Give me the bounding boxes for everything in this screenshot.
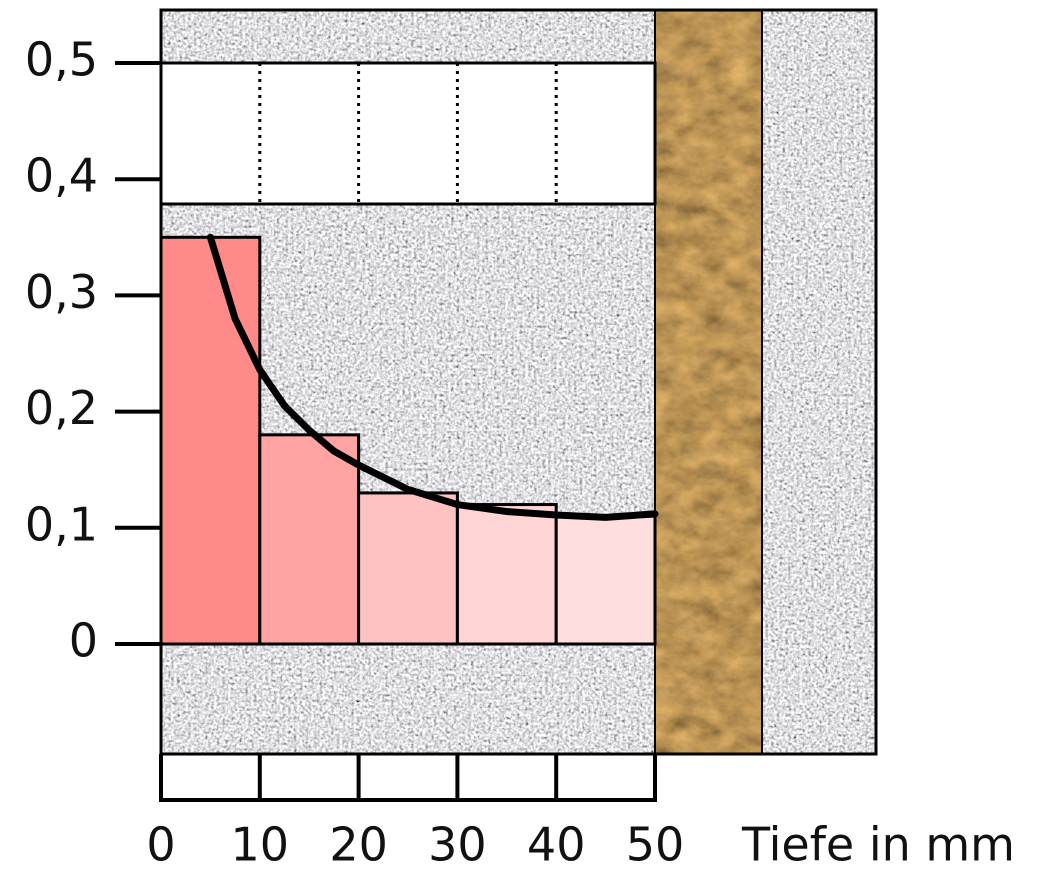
bar [159,235,262,646]
bar [357,491,459,646]
x-tick-label: 20 [329,818,388,870]
x-axis-label: Tiefe in mm [741,818,1015,870]
white-box [159,61,657,206]
bar [455,503,558,646]
y-tick-label: 0,4 [25,149,98,203]
y-tick-label: 0,2 [25,381,98,435]
bar [258,433,361,646]
x-tick-label: 50 [626,818,685,870]
x-tick-label: 10 [231,818,290,870]
stone-band [655,10,762,754]
y-tick-label: 0,3 [25,265,98,319]
fit-curve [206,233,659,521]
y-tick-label: 0,1 [25,497,98,551]
y-tick-label: 0 [69,614,98,668]
y-tick-label: 0,5 [25,33,98,87]
bar [554,514,657,646]
x-tick-label: 0 [146,818,175,870]
x-tick-label: 30 [428,818,487,870]
x-tick-label: 40 [527,818,586,870]
